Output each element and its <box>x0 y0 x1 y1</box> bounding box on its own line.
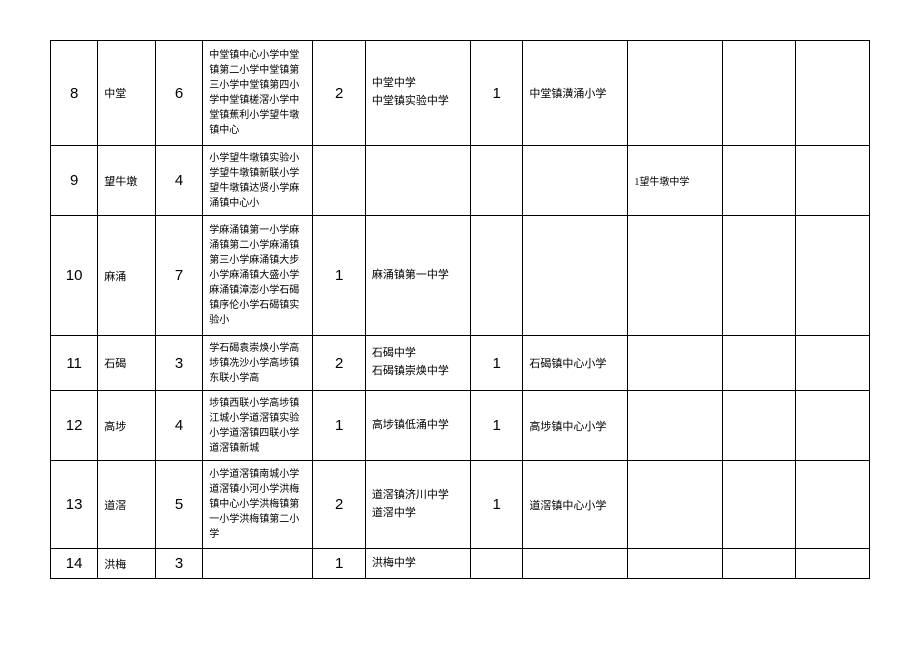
table-row: 8中堂6中堂镇中心小学中堂镇第二小学中堂镇第三小学中堂镇第四小学中堂镇槎滘小学中… <box>51 41 870 146</box>
middle-schools-2 <box>523 549 628 579</box>
end-col-1 <box>722 391 796 461</box>
end-col-2 <box>796 549 870 579</box>
middle-schools-1: 石碣中学 石碣镇崇焕中学 <box>365 336 470 391</box>
count-2: 2 <box>313 336 365 391</box>
table-row: 14洪梅3 1洪梅中学 <box>51 549 870 579</box>
town-name: 中堂 <box>98 41 156 146</box>
end-col-2 <box>796 391 870 461</box>
middle-schools-1: 高埗镇低涌中学 <box>365 391 470 461</box>
table-row: 13道滘5小学道滘镇南城小学道滘镇小河小学洪梅镇中心小学洪梅镇第一小学洪梅镇第二… <box>51 461 870 549</box>
count-1: 7 <box>155 216 202 336</box>
row-number: 10 <box>51 216 98 336</box>
count-2: 1 <box>313 549 365 579</box>
end-col-2 <box>796 461 870 549</box>
row-number: 14 <box>51 549 98 579</box>
end-col-2 <box>796 41 870 146</box>
count-1: 5 <box>155 461 202 549</box>
count-2: 2 <box>313 461 365 549</box>
end-col-2 <box>796 336 870 391</box>
table-row: 12高埗4埗镇西联小学高埗镇江城小学道滘镇实验小学道滘镇四联小学道滘镇新城1高埗… <box>51 391 870 461</box>
middle-schools-2: 道滘镇中心小学 <box>523 461 628 549</box>
town-name: 洪梅 <box>98 549 156 579</box>
count-1: 4 <box>155 146 202 216</box>
middle-schools-1: 道滘镇济川中学 道滘中学 <box>365 461 470 549</box>
end-col-2 <box>796 146 870 216</box>
end-col-1 <box>722 146 796 216</box>
end-col-1 <box>722 549 796 579</box>
middle-schools-2: 石碣镇中心小学 <box>523 336 628 391</box>
end-col-1 <box>722 461 796 549</box>
count-1: 4 <box>155 391 202 461</box>
middle-schools-1: 洪梅中学 <box>365 549 470 579</box>
extra-col <box>628 336 722 391</box>
end-col-1 <box>722 216 796 336</box>
table-body: 8中堂6中堂镇中心小学中堂镇第二小学中堂镇第三小学中堂镇第四小学中堂镇槎滘小学中… <box>51 41 870 579</box>
count-3 <box>470 216 522 336</box>
town-name: 高埗 <box>98 391 156 461</box>
town-name: 石碣 <box>98 336 156 391</box>
table-row: 9望牛墩4小学望牛墩镇实验小学望牛墩镇新联小学望牛墩镇达贤小学麻涌镇中心小 1望牛… <box>51 146 870 216</box>
count-3: 1 <box>470 41 522 146</box>
primary-schools-list: 小学望牛墩镇实验小学望牛墩镇新联小学望牛墩镇达贤小学麻涌镇中心小 <box>203 146 313 216</box>
count-3 <box>470 146 522 216</box>
count-2: 1 <box>313 216 365 336</box>
extra-col <box>628 41 722 146</box>
count-2: 1 <box>313 391 365 461</box>
primary-schools-list: 小学道滘镇南城小学道滘镇小河小学洪梅镇中心小学洪梅镇第一小学洪梅镇第二小学 <box>203 461 313 549</box>
extra-col <box>628 391 722 461</box>
extra-col <box>628 549 722 579</box>
row-number: 13 <box>51 461 98 549</box>
row-number: 11 <box>51 336 98 391</box>
primary-schools-list: 中堂镇中心小学中堂镇第二小学中堂镇第三小学中堂镇第四小学中堂镇槎滘小学中堂镇蕉利… <box>203 41 313 146</box>
town-name: 麻涌 <box>98 216 156 336</box>
town-name: 道滘 <box>98 461 156 549</box>
extra-col <box>628 461 722 549</box>
middle-schools-2 <box>523 216 628 336</box>
end-col-2 <box>796 216 870 336</box>
end-col-1 <box>722 41 796 146</box>
end-col-1 <box>722 336 796 391</box>
row-number: 9 <box>51 146 98 216</box>
middle-schools-2: 中堂镇潢涌小学 <box>523 41 628 146</box>
town-name: 望牛墩 <box>98 146 156 216</box>
count-2: 2 <box>313 41 365 146</box>
middle-schools-1: 中堂中学 中堂镇实验中学 <box>365 41 470 146</box>
extra-col <box>628 216 722 336</box>
primary-schools-list <box>203 549 313 579</box>
middle-schools-1: 麻涌镇第一中学 <box>365 216 470 336</box>
table-row: 11石碣3学石碣袁崇焕小学高埗镇冼沙小学高埗镇东联小学高2石碣中学 石碣镇崇焕中… <box>51 336 870 391</box>
row-number: 12 <box>51 391 98 461</box>
extra-col: 1望牛墩中学 <box>628 146 722 216</box>
middle-schools-1 <box>365 146 470 216</box>
primary-schools-list: 学麻涌镇第一小学麻涌镇第二小学麻涌镇第三小学麻涌镇大步小学麻涌镇大盛小学麻涌镇漳… <box>203 216 313 336</box>
count-1: 3 <box>155 549 202 579</box>
primary-schools-list: 埗镇西联小学高埗镇江城小学道滘镇实验小学道滘镇四联小学道滘镇新城 <box>203 391 313 461</box>
count-3: 1 <box>470 461 522 549</box>
count-3: 1 <box>470 336 522 391</box>
middle-schools-2 <box>523 146 628 216</box>
table-row: 10麻涌7学麻涌镇第一小学麻涌镇第二小学麻涌镇第三小学麻涌镇大步小学麻涌镇大盛小… <box>51 216 870 336</box>
primary-schools-list: 学石碣袁崇焕小学高埗镇冼沙小学高埗镇东联小学高 <box>203 336 313 391</box>
count-3 <box>470 549 522 579</box>
count-3: 1 <box>470 391 522 461</box>
count-2 <box>313 146 365 216</box>
school-table: 8中堂6中堂镇中心小学中堂镇第二小学中堂镇第三小学中堂镇第四小学中堂镇槎滘小学中… <box>50 40 870 579</box>
middle-schools-2: 高埗镇中心小学 <box>523 391 628 461</box>
count-1: 6 <box>155 41 202 146</box>
row-number: 8 <box>51 41 98 146</box>
count-1: 3 <box>155 336 202 391</box>
